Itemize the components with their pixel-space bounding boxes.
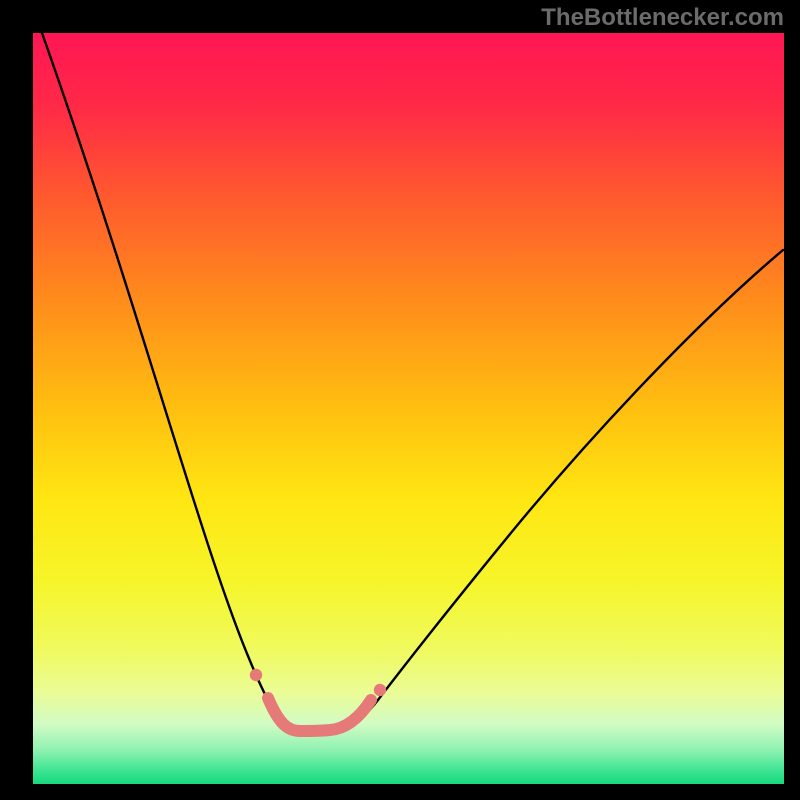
notch-dot-right <box>374 684 386 696</box>
gradient-background <box>33 33 784 784</box>
chart-svg <box>33 33 784 784</box>
notch-dot-left <box>250 669 262 681</box>
plot-area <box>33 33 784 784</box>
watermark-text: TheBottlenecker.com <box>541 4 784 32</box>
